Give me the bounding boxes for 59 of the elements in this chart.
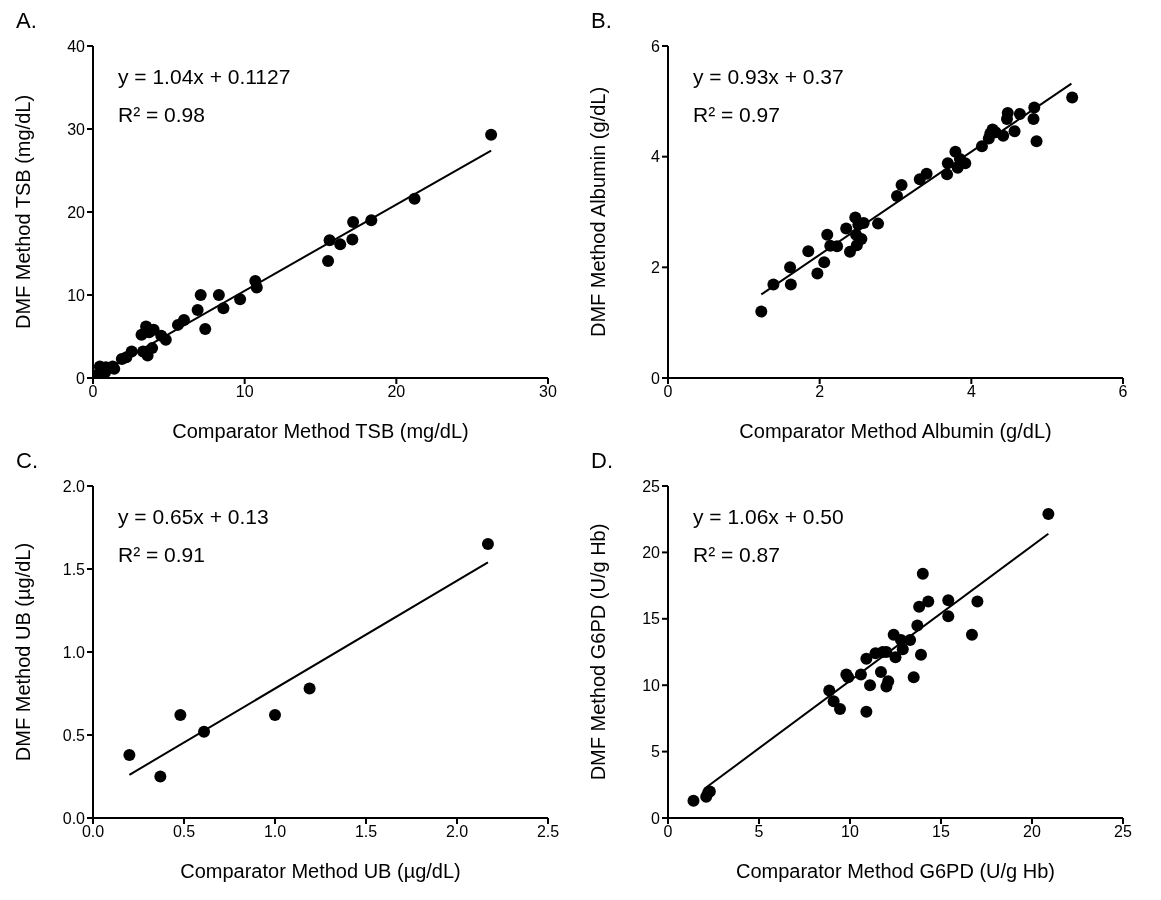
x-tick-label: 15 (932, 823, 950, 841)
x-tick-label: 0.0 (81, 823, 105, 841)
y-tick-label: 5 (651, 743, 661, 761)
y-tick-label: 40 (67, 37, 86, 55)
annotation: y = 0.65x + 0.13 (118, 504, 269, 530)
x-tick-label: 10 (235, 383, 254, 401)
y-tick-label: 20 (642, 544, 661, 562)
y-tick-label: 10 (67, 286, 86, 304)
x-axis-title: Comparator Method UB (µg/dL) (180, 860, 461, 882)
x-tick-label: 5 (754, 823, 764, 841)
x-tick-label: 0 (663, 823, 673, 841)
y-axis-title: DMF Method G6PD (U/g Hb) (587, 523, 610, 781)
y-tick-label: 0.5 (62, 726, 86, 744)
x-axis-title: Comparator Method Albumin (g/dL) (739, 420, 1052, 442)
y-tick-label: 1.0 (62, 643, 86, 661)
y-tick-label: 2.0 (62, 477, 86, 495)
x-tick-label: 0.5 (172, 823, 196, 841)
y-tick-label: 10 (642, 676, 661, 694)
x-tick-label: 2 (815, 383, 825, 401)
x-tick-label: 10 (841, 823, 859, 841)
chart-title: C. (16, 448, 38, 474)
x-tick-label: 20 (387, 383, 406, 401)
x-tick-label: 4 (966, 383, 976, 401)
y-tick-label: 0 (76, 369, 86, 387)
annotation: y = 1.04x + 0.1127 (118, 64, 291, 90)
x-tick-label: 25 (1114, 823, 1132, 841)
y-tick-label: 6 (651, 37, 661, 55)
x-tick-label: 1.5 (354, 823, 378, 841)
annotation: R² = 0.91 (118, 542, 206, 568)
x-tick-label: 20 (1023, 823, 1041, 841)
annotation: y = 0.93x + 0.37 (693, 64, 844, 90)
y-tick-label: 30 (67, 120, 86, 138)
y-tick-label: 1.5 (62, 560, 86, 578)
y-tick-label: 20 (67, 203, 86, 221)
chart-title: B. (591, 8, 612, 34)
y-tick-label: 0 (651, 809, 661, 827)
x-tick-label: 2.0 (445, 823, 469, 841)
x-tick-label: 30 (539, 383, 557, 401)
y-axis-title: DMF Method Albumin (g/dL) (587, 86, 610, 338)
annotation: y = 1.06x + 0.50 (693, 504, 844, 530)
x-tick-label: 0 (88, 383, 98, 401)
x-tick-label: 1.0 (263, 823, 287, 841)
chart-title: D. (591, 448, 613, 474)
y-tick-label: 15 (642, 610, 661, 628)
x-axis-title: Comparator Method G6PD (U/g Hb) (735, 860, 1056, 882)
y-tick-label: 4 (651, 148, 661, 166)
chart-title: A. (16, 8, 37, 34)
y-tick-label: 2 (651, 259, 661, 277)
x-axis-title: Comparator Method TSB (mg/dL) (172, 420, 469, 442)
y-axis-title: DMF Method UB (µg/dL) (12, 542, 35, 762)
annotation: R² = 0.97 (693, 102, 781, 128)
annotation: R² = 0.98 (118, 102, 206, 128)
x-tick-label: 2.5 (536, 823, 560, 841)
y-axis-title: DMF Method TSB (mg/dL) (12, 94, 35, 330)
x-tick-label: 0 (663, 383, 673, 401)
x-tick-label: 6 (1118, 383, 1128, 401)
y-tick-label: 0 (651, 369, 661, 387)
annotation: R² = 0.87 (693, 542, 781, 568)
y-tick-label: 25 (642, 477, 661, 495)
